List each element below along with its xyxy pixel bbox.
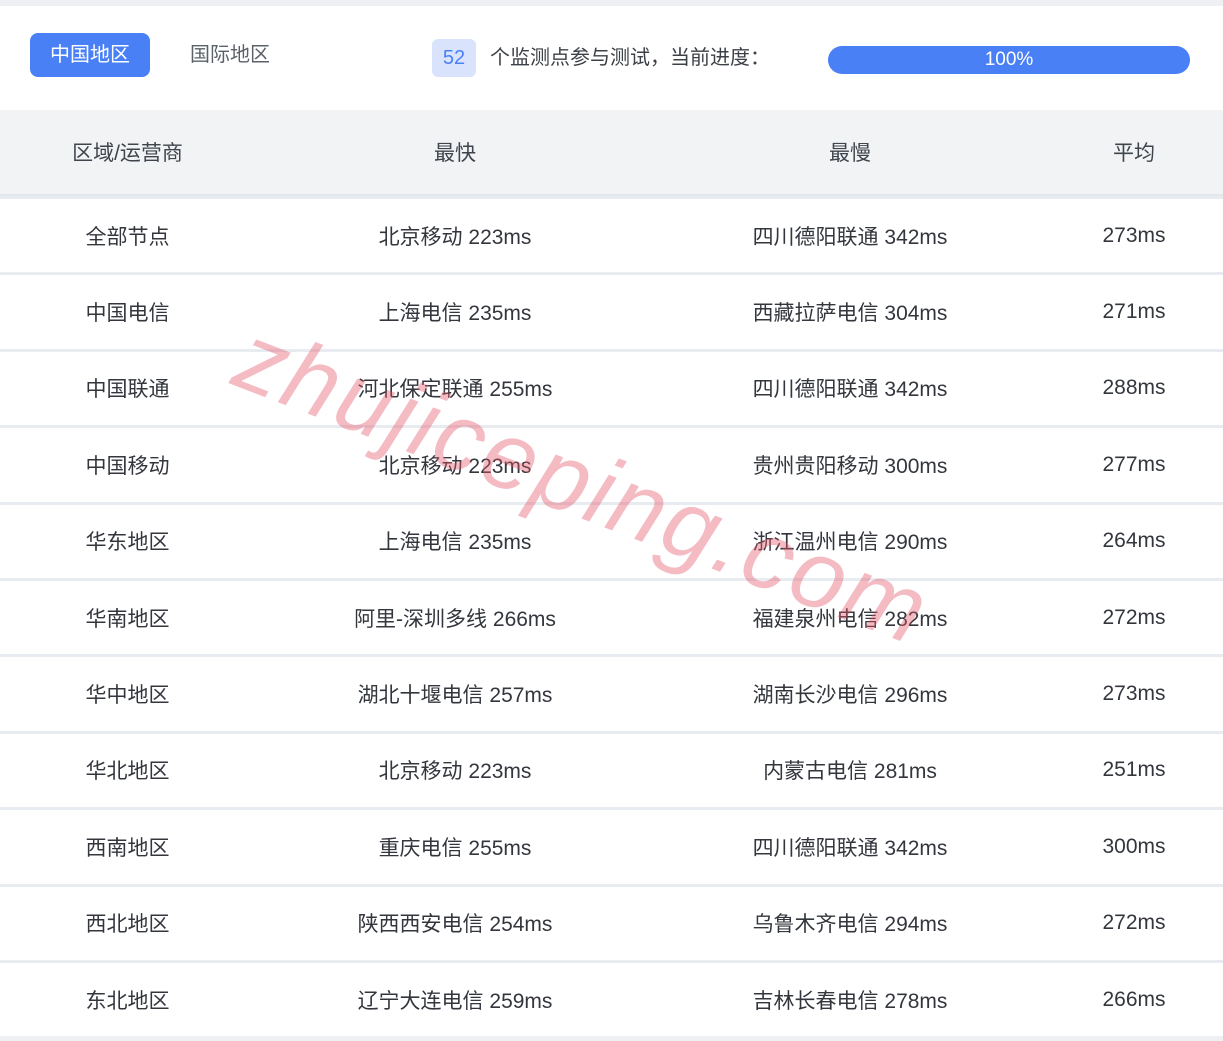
region-cell: 西北地区 xyxy=(85,913,170,937)
fastest-cell: 阿里-深圳多线 266ms xyxy=(354,607,556,631)
monitor-count-badge: 52 xyxy=(432,39,476,77)
slowest-cell: 浙江温州电信 290ms xyxy=(752,531,948,555)
table-row: 华中地区 湖北十堰电信 257ms 湖南长沙电信 296ms 273ms xyxy=(0,654,1223,731)
fastest-cell: 湖北十堰电信 257ms xyxy=(357,684,553,708)
slowest-cell: 乌鲁木齐电信 294ms xyxy=(752,913,948,937)
slowest-cell: 西藏拉萨电信 304ms xyxy=(752,302,948,326)
fastest-cell: 河北保定联通 255ms xyxy=(357,378,553,402)
region-cell: 中国移动 xyxy=(85,454,170,478)
column-header-region: 区域/运营商 xyxy=(72,142,183,165)
region-cell: 中国联通 xyxy=(85,378,170,402)
table-row: 华南地区 阿里-深圳多线 266ms 福建泉州电信 282ms 272ms xyxy=(0,577,1223,655)
tab-china-region[interactable]: 中国地区 xyxy=(30,33,150,77)
table-row: 全部节点 北京移动 223ms 四川德阳联通 342ms 273ms xyxy=(0,196,1223,273)
table-row: 华北地区 北京移动 223ms 内蒙古电信 281ms 251ms xyxy=(0,730,1223,808)
slowest-cell: 福建泉州电信 282ms xyxy=(752,607,948,631)
average-cell: 264ms xyxy=(1102,529,1166,553)
average-cell: 277ms xyxy=(1102,452,1166,476)
fastest-cell: 北京移动 223ms xyxy=(378,225,532,249)
fastest-cell: 陕西西安电信 254ms xyxy=(357,913,553,937)
column-header-slowest: 最慢 xyxy=(829,142,871,165)
average-cell: 271ms xyxy=(1102,300,1166,324)
slowest-cell: 内蒙古电信 281ms xyxy=(763,760,937,784)
table-row: 东北地区 辽宁大连电信 259ms 吉林长春电信 278ms 266ms xyxy=(0,959,1223,1037)
region-cell: 全部节点 xyxy=(85,225,170,249)
table-row: 中国电信 上海电信 235ms 西藏拉萨电信 304ms 271ms xyxy=(0,272,1223,349)
latency-table: 区域/运营商 最快 最慢 平均 全部节点 北京移动 223ms 四川德阳联通 3… xyxy=(0,110,1223,1037)
table-row: 华东地区 上海电信 235ms 浙江温州电信 290ms 264ms xyxy=(0,501,1223,578)
monitor-info-label: 个监测点参与测试，当前进度： xyxy=(490,47,770,69)
region-cell: 东北地区 xyxy=(85,989,170,1013)
region-cell: 华东地区 xyxy=(85,531,170,555)
fastest-cell: 北京移动 223ms xyxy=(378,760,532,784)
table-row: 中国联通 河北保定联通 255ms 四川德阳联通 342ms 288ms xyxy=(0,348,1223,426)
slowest-cell: 四川德阳联通 342ms xyxy=(752,378,948,402)
fastest-cell: 重庆电信 255ms xyxy=(378,836,532,860)
average-cell: 273ms xyxy=(1102,682,1166,706)
toolbar: 中国地区 国际地区 52 个监测点参与测试，当前进度： 100% xyxy=(0,6,1223,110)
slowest-cell: 贵州贵阳移动 300ms xyxy=(752,454,948,478)
table-row: 中国移动 北京移动 223ms 贵州贵阳移动 300ms 277ms xyxy=(0,425,1223,502)
fastest-cell: 辽宁大连电信 259ms xyxy=(357,989,553,1013)
average-cell: 272ms xyxy=(1102,605,1166,629)
region-cell: 西南地区 xyxy=(85,836,170,860)
slowest-cell: 四川德阳联通 342ms xyxy=(752,836,948,860)
top-divider xyxy=(0,0,1223,6)
region-cell: 华中地区 xyxy=(85,684,170,708)
region-cell: 中国电信 xyxy=(85,302,170,326)
region-cell: 华北地区 xyxy=(85,760,170,784)
average-cell: 273ms xyxy=(1102,223,1166,247)
bottom-divider xyxy=(0,1036,1223,1041)
slowest-cell: 四川德阳联通 342ms xyxy=(752,225,948,249)
slowest-cell: 湖南长沙电信 296ms xyxy=(752,684,948,708)
average-cell: 266ms xyxy=(1102,987,1166,1011)
slowest-cell: 吉林长春电信 278ms xyxy=(752,989,948,1013)
average-cell: 300ms xyxy=(1102,834,1166,858)
table-row: 西北地区 陕西西安电信 254ms 乌鲁木齐电信 294ms 272ms xyxy=(0,883,1223,960)
column-header-fastest: 最快 xyxy=(434,142,476,165)
average-cell: 288ms xyxy=(1102,376,1166,400)
progress-bar-fill: 100% xyxy=(828,46,1190,74)
fastest-cell: 北京移动 223ms xyxy=(378,454,532,478)
fastest-cell: 上海电信 235ms xyxy=(378,302,532,326)
tab-international-region[interactable]: 国际地区 xyxy=(190,44,270,66)
region-cell: 华南地区 xyxy=(85,607,170,631)
table-header-row: 区域/运营商 最快 最慢 平均 xyxy=(0,110,1223,196)
fastest-cell: 上海电信 235ms xyxy=(378,531,532,555)
table-row: 西南地区 重庆电信 255ms 四川德阳联通 342ms 300ms xyxy=(0,807,1223,884)
average-cell: 272ms xyxy=(1102,911,1166,935)
progress-bar: 100% xyxy=(828,46,1190,74)
column-header-average: 平均 xyxy=(1113,142,1155,165)
average-cell: 251ms xyxy=(1102,758,1166,782)
